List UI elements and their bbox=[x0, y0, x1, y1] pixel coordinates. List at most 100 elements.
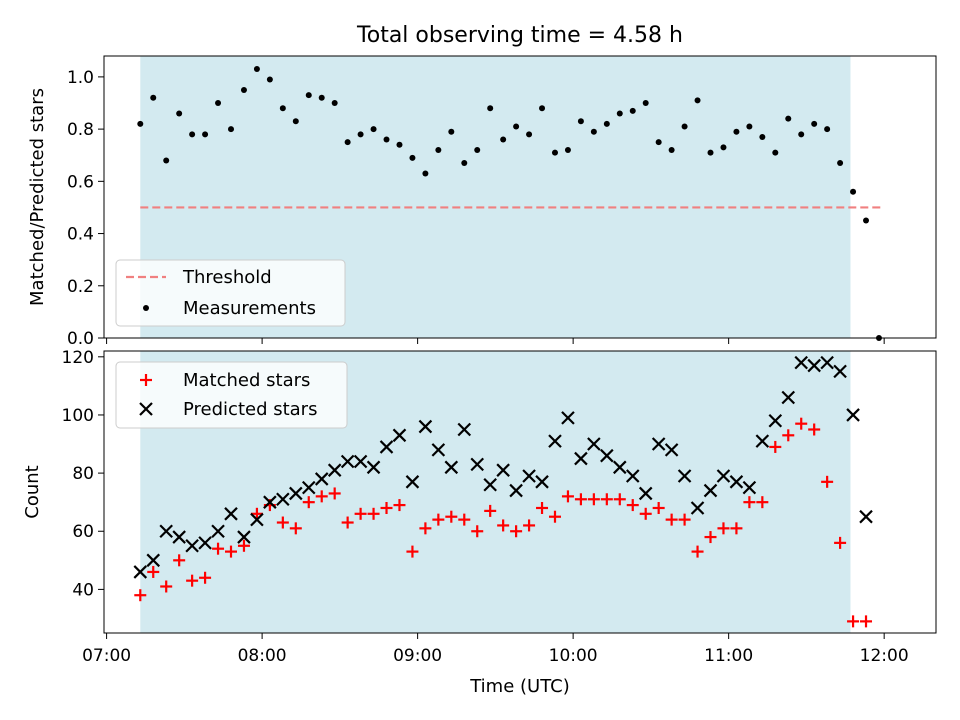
bottom-panel: 40 60 80 100 120 07:00 08:00 09:00 10:00 11:00 12… bbox=[22, 348, 937, 697]
top-y-tick-label: 0.6 bbox=[67, 172, 94, 192]
measurement-point bbox=[228, 126, 235, 133]
predicted-star-point bbox=[250, 512, 264, 527]
predicted-star-point bbox=[742, 480, 757, 495]
predicted-star-point bbox=[379, 440, 394, 454]
predicted-star-point bbox=[846, 408, 860, 422]
predicted-star-point bbox=[470, 457, 485, 472]
matched-star-point bbox=[186, 574, 199, 587]
predicted-star-point bbox=[198, 536, 212, 550]
measurement-point bbox=[837, 160, 844, 167]
top-y-tick-label: 0.0 bbox=[67, 329, 94, 349]
matched-star-point bbox=[484, 504, 497, 517]
matched-star-point bbox=[471, 525, 484, 538]
measurement-point bbox=[811, 120, 818, 127]
top-y-tick-label: 0.8 bbox=[67, 120, 94, 140]
measurement-point bbox=[772, 149, 779, 156]
predicted-star-point bbox=[703, 483, 718, 498]
predicted-star-point bbox=[224, 507, 238, 521]
predicted-star-point bbox=[340, 454, 355, 469]
measurement-point bbox=[500, 136, 507, 143]
predicted-star-point bbox=[625, 469, 640, 483]
predicted-star-point bbox=[418, 419, 433, 434]
predicted-legend-swatch bbox=[139, 402, 153, 416]
predicted-star-point bbox=[444, 460, 459, 475]
measurement-point bbox=[798, 131, 805, 138]
bottom-y-tick-label: 60 bbox=[72, 522, 94, 542]
matched-star-point bbox=[678, 513, 691, 526]
measurement-point bbox=[513, 123, 520, 130]
bottom-y-tick-label: 40 bbox=[72, 580, 94, 600]
matched-star-point bbox=[613, 493, 626, 506]
predicted-star-point bbox=[276, 492, 290, 507]
top-legend-box bbox=[115, 259, 346, 327]
measurement-point bbox=[435, 147, 442, 153]
predicted-star-point bbox=[185, 539, 199, 553]
matched-star-point bbox=[406, 545, 419, 558]
predicted-star-point bbox=[133, 565, 148, 579]
predicted-star-point bbox=[431, 443, 446, 457]
measurement-point bbox=[487, 105, 494, 112]
matched-star-point bbox=[600, 493, 613, 506]
predicted-star-point bbox=[794, 355, 808, 370]
predicted-star-point bbox=[509, 483, 523, 498]
matched-star-point bbox=[795, 417, 808, 430]
measurement-point bbox=[396, 141, 403, 148]
bottom-x-tick-label: 11:00 bbox=[704, 646, 753, 666]
measurement-point bbox=[590, 128, 597, 135]
measurement-point bbox=[292, 118, 299, 125]
predicted-star-point bbox=[353, 454, 368, 469]
measurement-point bbox=[448, 128, 455, 135]
measurements-legend-label: Measurements bbox=[183, 298, 316, 319]
measurements-legend-swatch bbox=[143, 305, 149, 311]
top-legend: Threshold Measurements bbox=[115, 259, 346, 327]
matched-star-point bbox=[665, 513, 678, 526]
matched-legend-swatch bbox=[140, 374, 152, 386]
top-plot-frame bbox=[103, 55, 937, 339]
measurement-point bbox=[266, 76, 273, 83]
predicted-star-point bbox=[600, 448, 614, 463]
predicted-star-point bbox=[781, 390, 796, 405]
measurement-point bbox=[577, 118, 584, 125]
measurement-point bbox=[759, 133, 766, 140]
matched-star-point bbox=[769, 440, 782, 453]
measurement-point bbox=[539, 105, 546, 112]
predicted-star-point bbox=[664, 443, 679, 457]
predicted-star-point bbox=[496, 463, 510, 477]
matched-star-point bbox=[276, 516, 289, 529]
matched-star-point bbox=[860, 615, 873, 628]
measurement-point bbox=[655, 139, 662, 146]
matched-star-point bbox=[328, 487, 341, 500]
measurement-point bbox=[616, 110, 623, 117]
measurement-point bbox=[824, 126, 831, 133]
matched-star-point bbox=[393, 499, 406, 512]
measurement-point bbox=[150, 94, 157, 101]
measurement-point bbox=[564, 147, 571, 153]
measurement-point bbox=[850, 188, 857, 195]
predicted-star-point bbox=[211, 524, 225, 539]
measurement-point bbox=[694, 97, 701, 104]
predicted-star-point bbox=[638, 486, 653, 501]
measurement-point bbox=[681, 123, 688, 130]
predicted-star-point bbox=[172, 530, 186, 544]
matched-star-point bbox=[225, 545, 238, 558]
bottom-y-axis-label: Count bbox=[22, 465, 43, 518]
measurement-point bbox=[253, 66, 260, 73]
top-y-axis-label: Matched/Predicted stars bbox=[27, 88, 48, 306]
bottom-y-tick-label: 100 bbox=[62, 406, 94, 426]
predicted-star-point bbox=[807, 358, 821, 373]
bottom-legend: Matched stars Predicted stars bbox=[115, 361, 348, 429]
measurement-point bbox=[383, 136, 390, 143]
top-plot-marks bbox=[137, 66, 885, 341]
predicted-star-point bbox=[574, 451, 588, 466]
measurement-point bbox=[163, 157, 170, 164]
measurement-point bbox=[318, 94, 325, 101]
matched-star-point bbox=[523, 519, 536, 532]
predicted-legend-label: Predicted stars bbox=[183, 399, 317, 420]
bottom-plot-frame bbox=[103, 350, 937, 634]
predicted-star-point bbox=[327, 463, 342, 477]
predicted-star-point bbox=[716, 469, 731, 483]
predicted-star-point bbox=[314, 472, 329, 486]
predicted-star-point bbox=[561, 411, 575, 425]
measurement-point bbox=[526, 131, 533, 138]
predicted-star-point bbox=[651, 437, 666, 451]
